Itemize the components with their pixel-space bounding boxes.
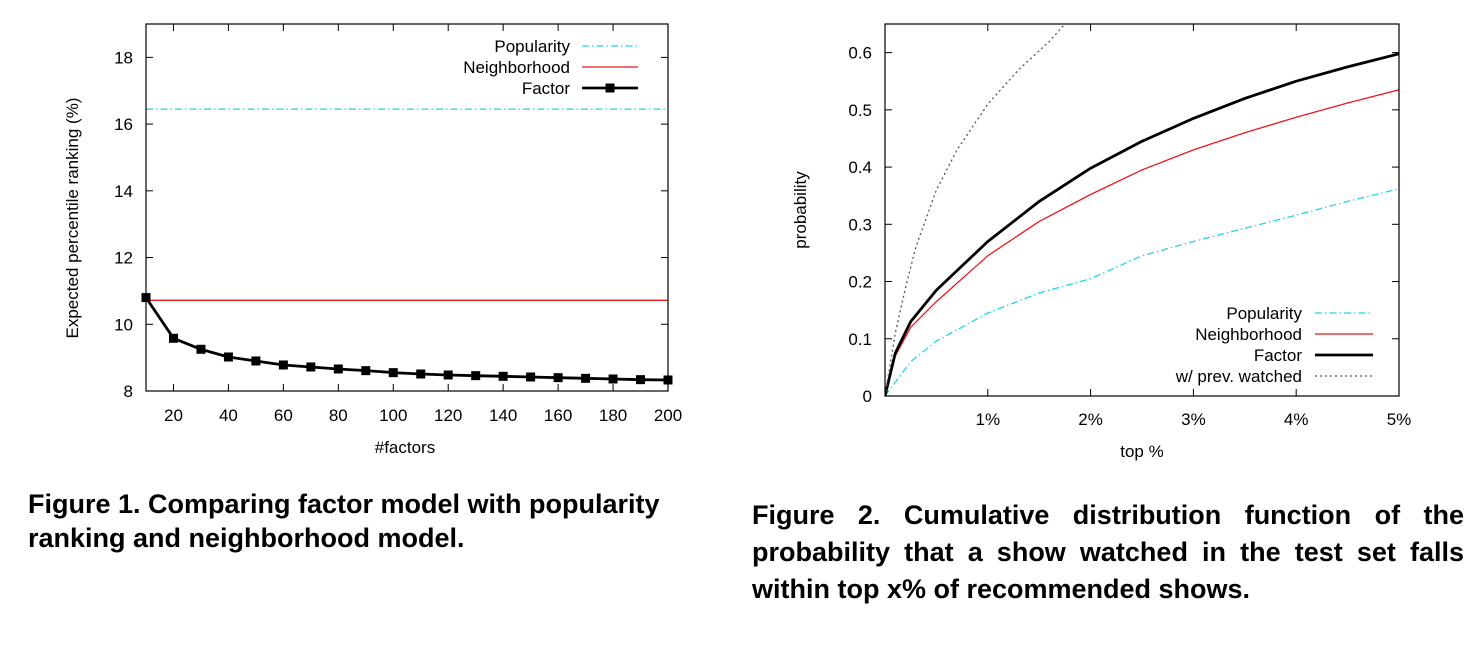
chart-1-series-2-point bbox=[443, 370, 453, 380]
chart-2-x-tick-label: 1% bbox=[976, 410, 1001, 429]
chart-1-series-2-point bbox=[168, 333, 178, 343]
figure-1-caption: Figure 1. Comparing factor model with po… bbox=[28, 489, 660, 553]
chart-1-series-2-line bbox=[144, 296, 669, 382]
chart-1-series-2-point bbox=[196, 344, 206, 354]
chart-1-series-2-point bbox=[581, 373, 591, 383]
chart-1-legend-label: Popularity bbox=[494, 37, 570, 56]
chart-1-series-2-point bbox=[416, 369, 426, 379]
chart-1-series-2-point bbox=[333, 364, 343, 374]
chart-2-series-2-line bbox=[885, 52, 1399, 396]
chart-1-series-2-point bbox=[223, 352, 233, 362]
chart-1-series-2-point bbox=[361, 366, 371, 376]
chart-1-plot-frame bbox=[145, 23, 669, 392]
chart-2-legend-label: w/ prev. watched bbox=[1175, 367, 1302, 386]
chart-2-y-tick-label: 0.3 bbox=[848, 215, 872, 234]
chart-1-x-tick-label: 100 bbox=[379, 406, 407, 425]
chart-1-series-2-point bbox=[498, 371, 508, 381]
chart-2-y-tick-label: 0 bbox=[863, 387, 872, 406]
chart-2-series-layer bbox=[885, 24, 1399, 396]
chart-2-x-tick-label: 5% bbox=[1387, 410, 1412, 429]
chart-2-ylabel: probability bbox=[791, 171, 810, 249]
chart-1-xlabel: #factors bbox=[375, 438, 435, 457]
chart-2-legend: Popularity Neighborhood Factor w/ prev. wat… bbox=[1175, 304, 1373, 386]
chart-1-y-tick-label: 10 bbox=[114, 315, 133, 334]
chart-1-legend-marker bbox=[605, 83, 615, 93]
chart-2-y-tick-label: 0.2 bbox=[848, 273, 872, 292]
chart-2-ticks: 1% 2% 3% 4% 5% 0 0.1 0.2 0.3 0.4 0.5 0.6 bbox=[848, 24, 1411, 429]
chart-1-series-2-point bbox=[388, 368, 398, 378]
chart-1-x-tick-label: 160 bbox=[544, 406, 572, 425]
chart-1-series-2-point bbox=[553, 373, 563, 383]
chart-1-x-tick-label: 60 bbox=[274, 406, 293, 425]
chart-1-x-tick-label: 180 bbox=[599, 406, 627, 425]
chart-1-y-tick-label: 14 bbox=[114, 182, 133, 201]
chart-2: 1% 2% 3% 4% 5% 0 0.1 0.2 0.3 0.4 0.5 0.6 top % prob… bbox=[791, 23, 1411, 461]
chart-2-legend-label: Popularity bbox=[1226, 304, 1302, 323]
chart-1-series-2-point bbox=[526, 372, 536, 382]
chart-2-y-tick-label: 0.6 bbox=[848, 44, 872, 63]
chart-2-series-3-line bbox=[885, 24, 1066, 396]
chart-1-x-tick-label: 40 bbox=[219, 406, 238, 425]
chart-1-x-tick-label: 120 bbox=[434, 406, 462, 425]
chart-2-x-tick-label: 3% bbox=[1181, 410, 1206, 429]
chart-2-legend-label: Factor bbox=[1254, 346, 1303, 365]
figure-2-caption: Figure 2. Cumulative distribution functi… bbox=[752, 500, 1464, 604]
chart-1-y-tick-label: 8 bbox=[124, 382, 133, 401]
chart-2-x-tick-label: 4% bbox=[1284, 410, 1309, 429]
chart-1-legend: Popularity Neighborhood Factor bbox=[463, 37, 638, 98]
chart-1-series-2-point bbox=[251, 356, 261, 366]
chart-1-x-tick-label: 200 bbox=[654, 406, 682, 425]
chart-1-ticks: 20 40 60 80 100 120 140 160 180 200 8 10 12 14 16 18 bbox=[114, 24, 682, 425]
chart-1-series-2-point bbox=[636, 375, 646, 385]
chart-2-y-tick-label: 0.1 bbox=[848, 330, 872, 349]
chart-1: 20 40 60 80 100 120 140 160 180 200 8 10 12 14 16 18 #f… bbox=[63, 23, 682, 457]
chart-1-x-tick-label: 20 bbox=[164, 406, 183, 425]
chart-1-legend-label: Factor bbox=[522, 79, 571, 98]
chart-2-x-tick-label: 2% bbox=[1078, 410, 1103, 429]
chart-1-x-tick-label: 140 bbox=[489, 406, 517, 425]
chart-1-y-tick-label: 16 bbox=[114, 115, 133, 134]
chart-1-y-tick-label: 18 bbox=[114, 48, 133, 67]
chart-1-x-tick-label: 80 bbox=[329, 406, 348, 425]
chart-2-y-tick-label: 0.4 bbox=[848, 158, 872, 177]
chart-2-series-1-line bbox=[885, 89, 1399, 396]
chart-1-ylabel: Expected percentile ranking (%) bbox=[63, 98, 82, 339]
chart-2-legend-label: Neighborhood bbox=[1195, 325, 1302, 344]
chart-2-y-tick-label: 0.5 bbox=[848, 101, 872, 120]
chart-1-series-2-point bbox=[306, 362, 316, 372]
chart-1-series-2-point bbox=[608, 374, 618, 384]
chart-1-series-2-point bbox=[278, 360, 288, 370]
chart-2-xlabel: top % bbox=[1120, 442, 1163, 461]
chart-1-series-layer bbox=[141, 108, 673, 385]
chart-1-legend-label: Neighborhood bbox=[463, 58, 570, 77]
chart-1-y-tick-label: 12 bbox=[114, 249, 133, 268]
chart-2-series-0-line bbox=[885, 188, 1399, 396]
chart-1-series-2-point bbox=[471, 371, 481, 381]
chart-2-plot-frame bbox=[884, 23, 1400, 397]
